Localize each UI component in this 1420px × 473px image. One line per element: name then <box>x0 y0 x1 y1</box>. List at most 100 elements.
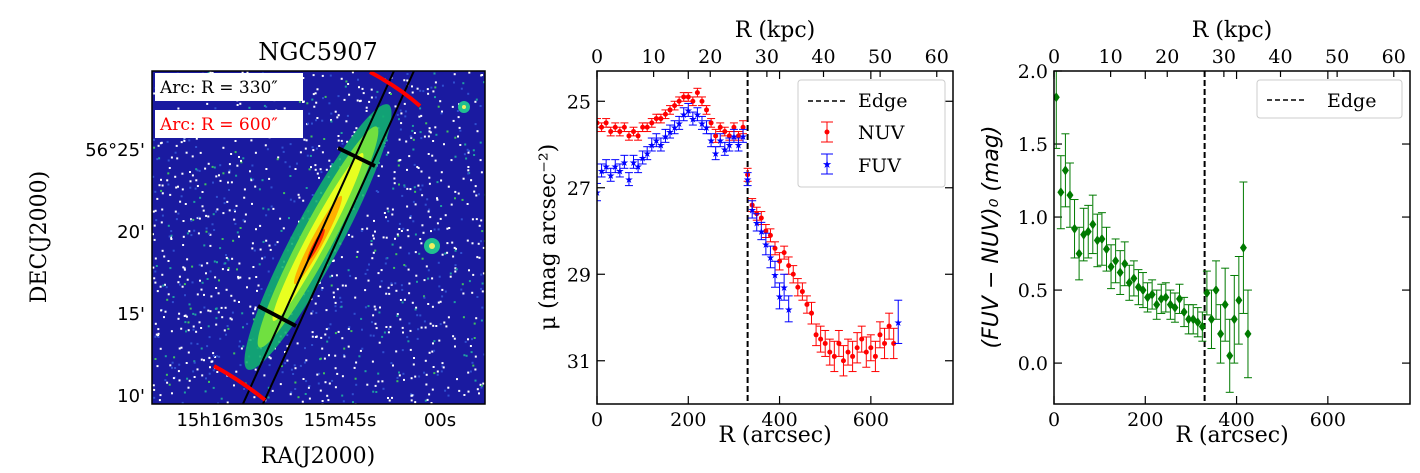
ci-point-fuv-nuv <box>1184 304 1193 335</box>
sb-top-tick-label: 50 <box>868 46 892 68</box>
sb-point-nuv <box>871 340 880 373</box>
svg-text:★: ★ <box>620 158 629 169</box>
ci-point-fuv-nuv <box>1239 181 1248 314</box>
sb-point-nuv <box>771 241 779 256</box>
image-ylabel: DEC(J2000) <box>27 171 52 304</box>
sb-point-nuv <box>866 334 875 362</box>
sb-point-fuv: ★ <box>752 213 761 232</box>
ci-point-fuv-nuv <box>1216 304 1225 364</box>
sb-legend-fuv: FUV <box>858 155 901 177</box>
sb-point-fuv: ★ <box>693 107 702 121</box>
sb-top-tick-label: 0 <box>591 46 603 68</box>
sb-ytick-label: 27 <box>567 178 591 200</box>
sb-point-fuv: ★ <box>725 137 734 152</box>
ci-point-fuv-nuv <box>1093 213 1102 268</box>
galaxy-image: Arc: R = 330″ Arc: R = 600″ <box>152 71 485 404</box>
ci-point-fuv-nuv <box>1116 250 1125 295</box>
ci-point-fuv-nuv <box>1139 272 1147 309</box>
sb-point-nuv <box>807 301 816 325</box>
ci-top-xlabel: R (kpc) <box>1192 18 1272 43</box>
sb-point-nuv <box>853 332 862 364</box>
surface-brightness-frame <box>596 70 954 405</box>
svg-text:★: ★ <box>729 132 738 143</box>
svg-text:★: ★ <box>602 162 611 173</box>
surface-brightness-axes: 0 200 400 600 0 10 20 30 40 50 60 25 27 29 31 <box>567 46 953 431</box>
sb-point-nuv <box>816 325 825 353</box>
svg-text:★: ★ <box>734 141 743 152</box>
sb-point-fuv: ★ <box>734 137 743 152</box>
svg-text:★: ★ <box>597 166 606 177</box>
sb-point-fuv: ★ <box>661 128 670 143</box>
ci-point-fuv-nuv <box>1065 162 1074 228</box>
svg-text:★: ★ <box>739 132 748 143</box>
sb-point-nuv <box>634 131 643 141</box>
sb-point-nuv <box>711 128 720 143</box>
ci-point-fuv-nuv <box>1198 311 1207 342</box>
svg-text:★: ★ <box>615 166 624 177</box>
sb-point-nuv <box>615 126 624 137</box>
sb-point-fuv: ★ <box>748 200 757 219</box>
sb-point-nuv <box>789 265 798 284</box>
svg-text:★: ★ <box>606 171 615 182</box>
svg-text:★: ★ <box>643 149 652 160</box>
color-index-axes: 0 200 400 600 0 10 20 30 40 50 60 0.0 0.5 1.0 1.5 2.0 <box>1018 46 1410 431</box>
sb-point-nuv <box>684 92 693 102</box>
image-ytick: 15' <box>117 304 145 325</box>
sb-ylabel: μ (mag arcsec⁻²) <box>536 144 561 331</box>
ci-point-fuv-nuv <box>1152 289 1161 320</box>
image-xtick: 00s <box>424 410 456 431</box>
sb-xlabel: R (arcsec) <box>718 423 831 448</box>
svg-text:★: ★ <box>679 110 688 121</box>
sb-point-nuv <box>862 336 871 368</box>
ci-point-fuv-nuv <box>1207 289 1216 349</box>
svg-text:★: ★ <box>593 188 602 199</box>
sb-xtick-label: 600 <box>853 409 889 431</box>
sb-top-tick-label: 30 <box>755 46 779 68</box>
sb-point-fuv: ★ <box>629 154 638 169</box>
ci-top-tick-label: 50 <box>1325 46 1349 68</box>
svg-text:★: ★ <box>716 136 725 147</box>
sb-ytick-label: 25 <box>567 91 591 113</box>
ci-legend-edge: Edge <box>1327 90 1376 112</box>
sb-point-fuv: ★ <box>647 137 656 152</box>
image-xtick: 15m45s <box>304 410 377 431</box>
sb-point-nuv <box>889 327 898 360</box>
arc-330-label: Arc: R = 330″ <box>159 78 278 98</box>
svg-text:★: ★ <box>675 119 684 130</box>
sb-point-fuv: ★ <box>761 232 770 256</box>
sb-point-fuv: ★ <box>620 154 629 169</box>
ci-point-fuv-nuv <box>1097 212 1106 266</box>
ci-point-fuv-nuv <box>1225 318 1234 393</box>
sb-point-nuv <box>825 338 834 366</box>
color-index-panel: 0 200 400 600 0 10 20 30 40 50 60 0.0 0.5 1.0 1.5 2.0 R… <box>979 18 1411 448</box>
svg-text:★: ★ <box>693 110 702 121</box>
svg-text:★: ★ <box>702 123 711 134</box>
sb-point-nuv <box>720 126 729 137</box>
sb-point-nuv <box>697 96 706 107</box>
svg-text:★: ★ <box>822 159 832 171</box>
svg-text:★: ★ <box>743 175 752 186</box>
ci-point-fuv-nuv <box>1221 267 1230 342</box>
ci-ytick-label: 1.0 <box>1018 207 1048 229</box>
image-ytick: 10' <box>117 386 145 407</box>
svg-text:★: ★ <box>752 218 761 229</box>
ci-point-fuv-nuv <box>1070 199 1079 259</box>
ci-top-tick-label: 40 <box>1268 46 1292 68</box>
sb-point-fuv: ★ <box>602 159 611 173</box>
image-ytick: 20' <box>117 222 145 243</box>
svg-text:★: ★ <box>748 205 757 216</box>
ci-ytick-label: 0.5 <box>1018 280 1048 302</box>
sb-point-fuv: ★ <box>611 159 620 173</box>
sb-point-nuv <box>675 96 684 107</box>
sb-point-nuv <box>885 312 894 340</box>
ci-xtick-label: 0 <box>1048 409 1060 431</box>
sb-point-fuv: ★ <box>716 133 725 147</box>
svg-text:★: ★ <box>757 227 766 238</box>
svg-text:★: ★ <box>661 132 670 143</box>
ci-xtick-label: 400 <box>1218 409 1254 431</box>
sb-point-nuv <box>647 118 656 128</box>
sb-point-fuv: ★ <box>670 120 679 134</box>
sb-point-nuv <box>780 245 789 260</box>
sb-ytick-label: 29 <box>567 264 591 286</box>
